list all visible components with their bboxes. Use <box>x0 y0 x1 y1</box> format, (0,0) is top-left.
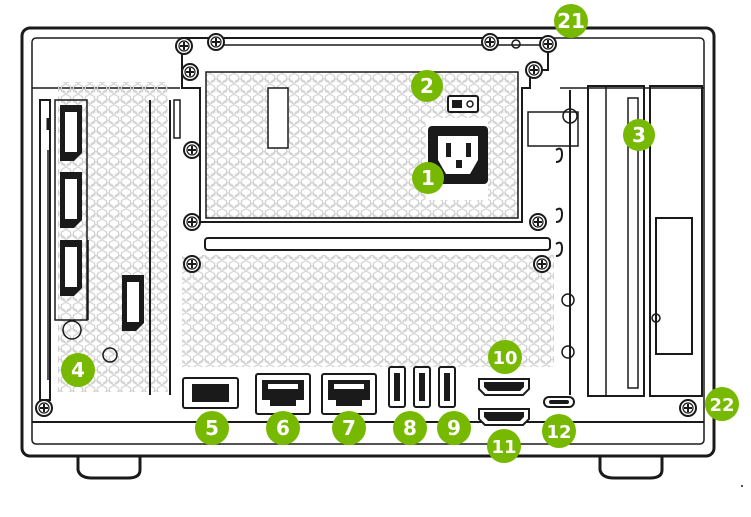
hdmi-port-icon <box>478 378 530 426</box>
psu <box>181 37 551 251</box>
ethernet-port-icon <box>255 373 377 415</box>
callout-11-label: 11 <box>491 437 516 458</box>
power-socket-icon <box>428 126 488 184</box>
power-switch-icon <box>447 95 479 113</box>
callout-21-label: 21 <box>557 9 585 33</box>
callout-10-label: 10 <box>492 348 517 369</box>
usb-c-port-icon <box>543 396 575 408</box>
callout-22-label: 22 <box>709 395 734 416</box>
callout-8-label: 8 <box>403 416 417 440</box>
callout-1: 1 <box>412 162 444 194</box>
callout-7-label: 7 <box>342 416 356 440</box>
callout-5: 5 <box>195 411 229 445</box>
callout-3-label: 3 <box>632 123 646 147</box>
right-slot-area <box>527 85 703 397</box>
callout-12-label: 12 <box>546 422 571 443</box>
usb-port-icon <box>388 366 456 408</box>
callout-1-label: 1 <box>421 166 435 190</box>
callout-3: 3 <box>623 119 655 151</box>
callout-9: 9 <box>437 411 471 445</box>
callout-12: 12 <box>542 414 576 448</box>
case-feet <box>76 450 664 480</box>
callout-5-label: 5 <box>205 416 219 440</box>
callout-2: 2 <box>411 70 443 102</box>
callout-8: 8 <box>393 411 427 445</box>
callout-22: 22 <box>705 387 739 421</box>
callouts: 21 2 1 3 4 5 6 7 <box>61 4 739 463</box>
displayport-icon <box>60 105 144 331</box>
callout-9-label: 9 <box>447 416 461 440</box>
callout-10: 10 <box>488 340 522 374</box>
callout-2-label: 2 <box>420 74 434 98</box>
psu-led <box>511 39 521 49</box>
port-5-icon <box>182 377 239 409</box>
callout-6: 6 <box>266 411 300 445</box>
callout-6-label: 6 <box>276 416 290 440</box>
callout-7: 7 <box>332 411 366 445</box>
callout-21: 21 <box>554 4 588 38</box>
callout-4-label: 4 <box>71 358 85 382</box>
callout-11: 11 <box>487 429 521 463</box>
stray-dot <box>741 485 743 487</box>
callout-4: 4 <box>61 353 95 387</box>
